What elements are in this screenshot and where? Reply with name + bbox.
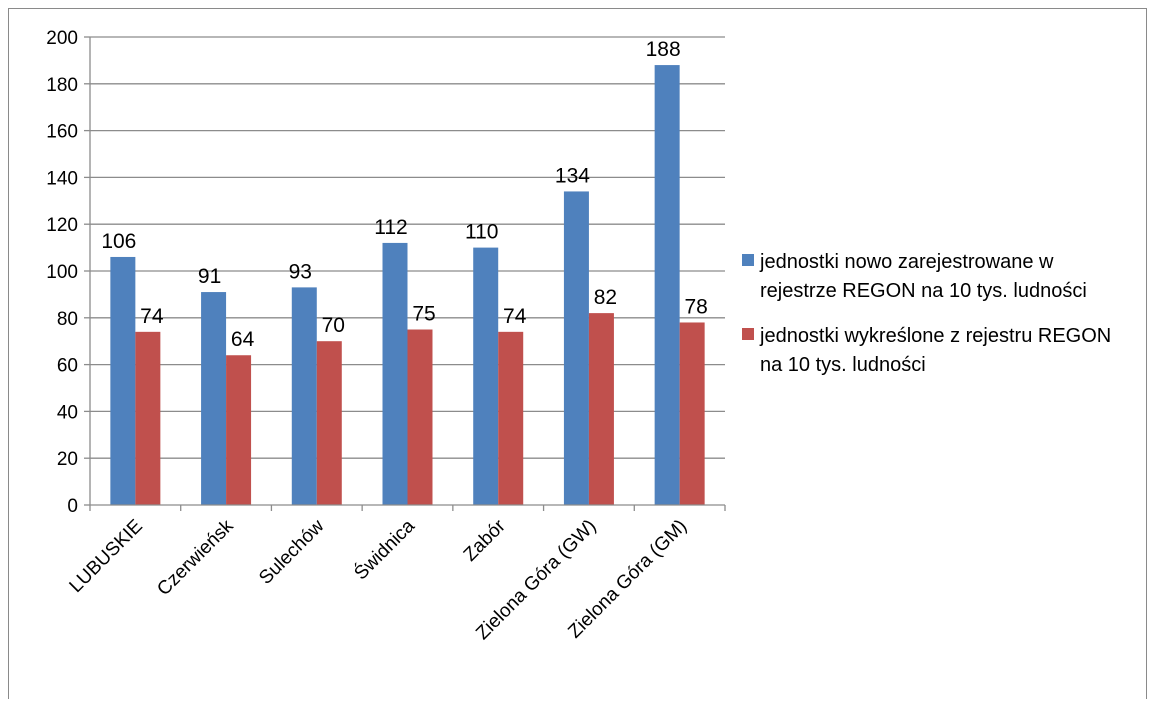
x-tick-label: LUBUSKIE [66,516,147,597]
bar-registered [201,292,227,505]
data-label: 74 [140,305,164,328]
bar-registered [654,65,680,505]
bar-removed [498,331,524,505]
y-tick-label: 100 [46,262,78,283]
bar-removed [407,329,433,505]
legend-entry: jednostki nowo zarejestrowane w rejestrze… [759,251,1087,302]
legend-swatch [742,328,754,340]
y-tick-label: 160 [46,122,78,143]
x-tick-label: Świdnica [350,515,420,585]
data-label: 70 [322,314,345,337]
data-label: 91 [198,265,221,288]
data-label: 74 [503,305,527,328]
x-tick-label: Czerwieńsk [153,515,238,600]
data-label: 106 [101,230,136,253]
y-tick-label: 0 [67,496,78,517]
bar-removed [226,355,252,505]
y-tick-label: 180 [46,75,78,96]
y-tick-label: 200 [46,28,78,49]
legend-entry: jednostki wykreślone z rejestru REGON na … [759,325,1111,376]
data-label: 110 [465,221,498,244]
legend: jednostki nowo zarejestrowane w rejestrze… [742,251,1111,376]
bar-registered [382,242,408,506]
bar-registered [563,191,589,505]
bar-removed [588,313,614,505]
data-labels: 106 74 91 64 93 70 112 75 110 74 134 82 188 78 [101,38,707,351]
bar-removed [316,341,342,505]
legend-swatch [742,254,754,266]
data-label: 75 [412,303,435,326]
y-tick-label: 20 [57,449,78,470]
data-label: 134 [555,164,590,187]
bar-registered [110,256,136,505]
data-label: 188 [646,38,681,61]
y-tick-label: 40 [57,402,78,423]
y-tick-label: 120 [46,215,78,236]
bar-registered [473,247,499,505]
y-tick-label: 80 [57,309,78,330]
bars [110,65,705,506]
y-tick-label: 140 [46,168,78,189]
y-tick-label: 60 [57,356,78,377]
data-label: 78 [684,295,707,318]
data-label: 112 [374,216,407,239]
x-tick-label: Sulechów [255,515,328,588]
data-label: 64 [231,328,255,351]
x-tick-label: Zabór [460,515,510,565]
bar-registered [291,287,317,505]
data-label: 82 [594,286,617,309]
bar-removed [135,331,161,505]
bar-removed [679,322,705,505]
data-label: 93 [289,260,312,283]
